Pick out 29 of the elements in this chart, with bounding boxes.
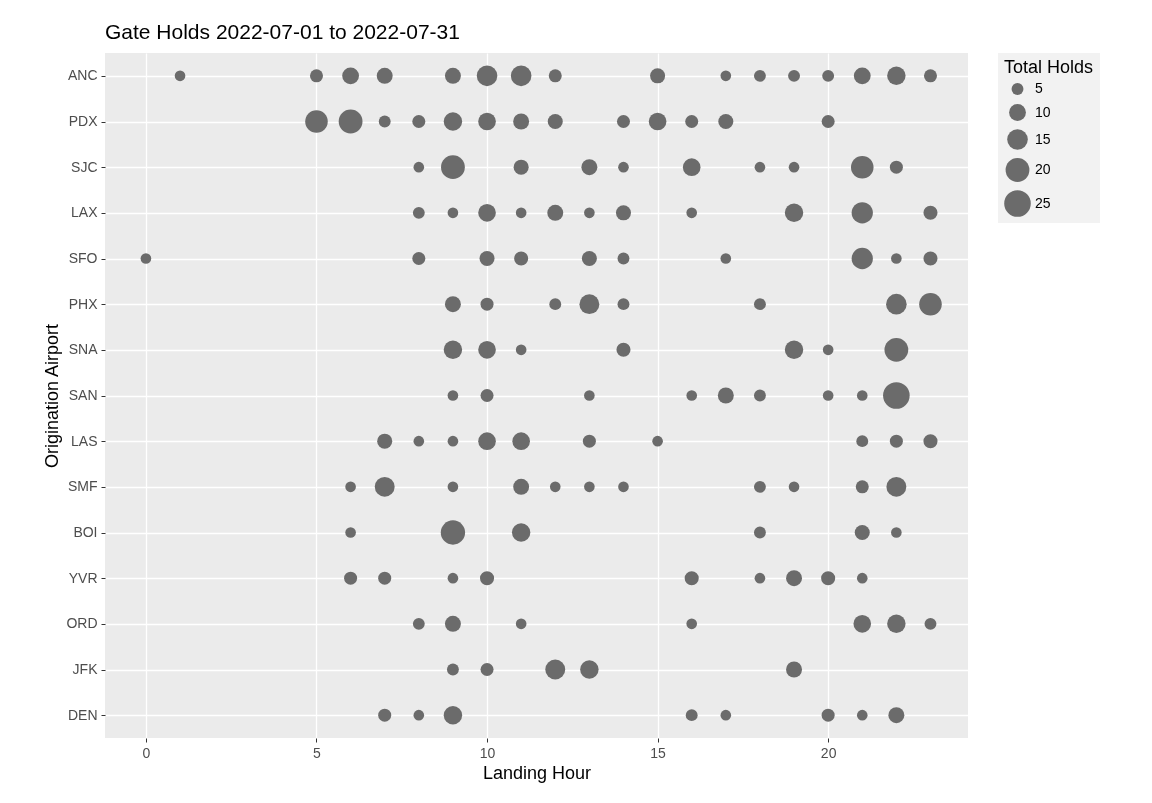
y-tick-label: SAN (68, 387, 98, 403)
y-tick-label: BOI (73, 524, 98, 540)
x-tick-label: 0 (142, 744, 151, 761)
legend-label: 20 (1035, 161, 1051, 177)
x-tick-label: 20 (820, 744, 837, 761)
y-tick-label: SJC (71, 158, 98, 175)
legend-label: 10 (1035, 103, 1051, 120)
y-tick-label: ANC (67, 67, 98, 84)
legend-label: 5 (1035, 80, 1043, 96)
legend-title: Total Holds (1004, 57, 1094, 77)
y-tick-label: YVR (68, 569, 98, 586)
y-tick-label: JFK (72, 661, 99, 677)
y-tick-label: SFO (68, 250, 98, 266)
legend-label: 25 (1035, 194, 1051, 211)
x-axis-title: Landing Hour (482, 762, 592, 783)
y-axis-title: Origination Airport (42, 323, 63, 469)
y-tick-label: PDX (68, 113, 99, 129)
y-tick-label: SMF (67, 478, 98, 495)
y-tick-label: PHX (68, 295, 99, 312)
x-tick-label: 5 (313, 744, 322, 761)
y-tick-label: ORD (66, 615, 98, 632)
y-tick-label: LAX (71, 204, 99, 221)
y-tick-label: DEN (67, 706, 98, 723)
legend-label: 15 (1035, 130, 1051, 147)
x-tick-label: 15 (650, 744, 667, 761)
y-tick-label: LAS (71, 432, 98, 449)
x-tick-label: 10 (479, 744, 496, 761)
chart-title: Gate Holds 2022-07-01 to 2022-07-31 (105, 20, 460, 43)
y-tick-label: SNA (68, 341, 99, 358)
